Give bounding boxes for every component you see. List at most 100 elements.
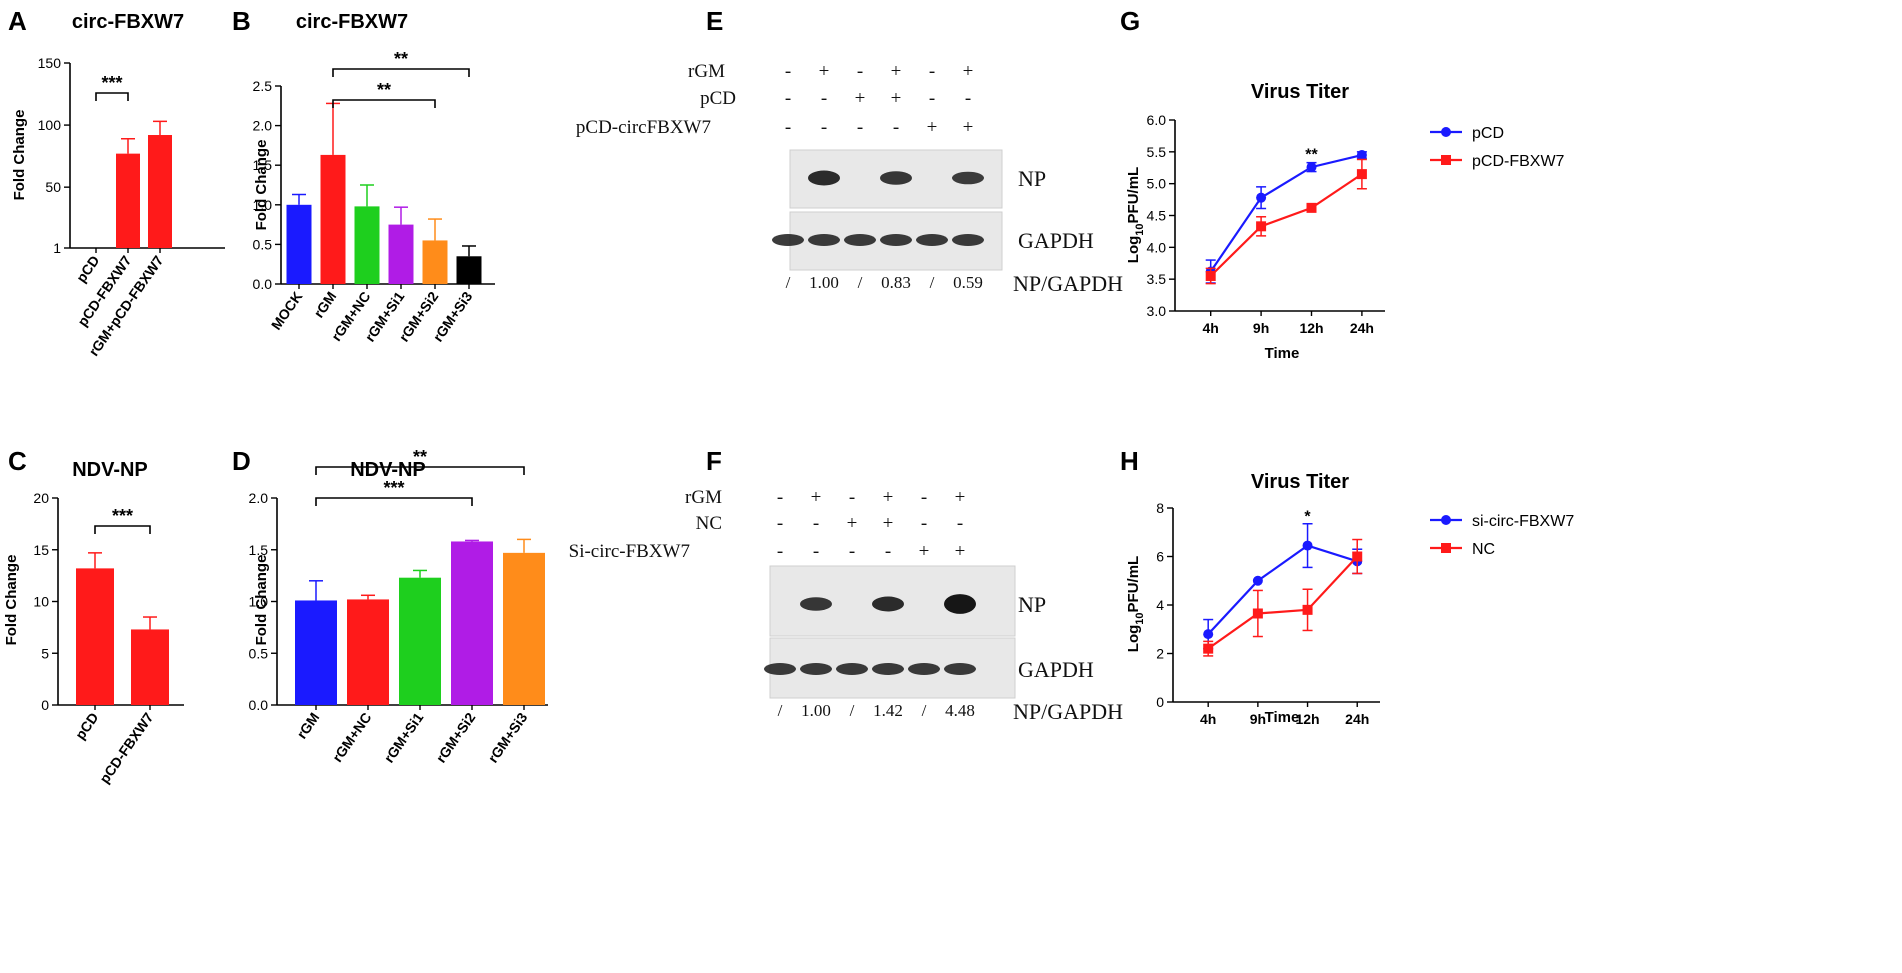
significance-mark: *** (112, 506, 133, 526)
y-tick-label: 0.0 (253, 276, 273, 292)
y-tick-label: 100 (38, 117, 62, 133)
y-axis-label: Fold Change (11, 110, 28, 201)
gapdh-band (800, 663, 832, 675)
data-point (1203, 643, 1214, 654)
panel-letter-b: B (232, 6, 251, 36)
np-gapdh-ratio: 0.83 (881, 273, 911, 292)
y-tick-label: 8 (1156, 500, 1164, 516)
blot-sign: - (885, 541, 891, 562)
bar-pcd-fbxw7 (131, 629, 169, 705)
x-axis-label: Time (1265, 345, 1300, 362)
legend-label: pCD-FBXW7 (1472, 153, 1565, 170)
y-tick-label: 4 (1156, 597, 1164, 613)
x-tick-label: rGM (310, 289, 339, 321)
blot-sign: + (955, 541, 966, 562)
bar-rgm-nc (354, 206, 380, 284)
gapdh-band (764, 663, 796, 675)
np-gapdh-ratio: 1.00 (801, 701, 831, 720)
gapdh-band (772, 234, 804, 246)
data-point (1256, 221, 1267, 232)
significance-bracket (332, 68, 470, 77)
panel-letter-g: G (1120, 6, 1140, 36)
legend-marker (1441, 127, 1451, 137)
blot-sign: + (891, 88, 902, 109)
legend-marker (1441, 515, 1451, 525)
y-tick-label: 1.0 (253, 197, 273, 213)
legend-marker (1441, 155, 1451, 165)
chart-title: circ-FBXW7 (296, 11, 408, 33)
panel-letter-d: D (232, 446, 251, 476)
gapdh-band (908, 663, 940, 675)
y-tick-label: 1 (53, 240, 61, 256)
bar-rgm (320, 154, 346, 284)
y-tick-label: 1.0 (249, 594, 269, 610)
bar-rgm-si2 (422, 240, 448, 284)
gapdh-band (844, 234, 876, 246)
significance-mark: * (1304, 508, 1311, 525)
significance-bracket (315, 466, 525, 475)
y-tick-label: 15 (33, 542, 49, 558)
data-point (1252, 608, 1263, 619)
panel-letter-a: A (8, 6, 27, 36)
gapdh-band-label: GAPDH (1018, 228, 1094, 253)
blot-sign: + (927, 117, 938, 138)
data-point (1306, 202, 1317, 213)
blot-sign: + (919, 541, 930, 562)
blot-sign: - (777, 513, 783, 534)
x-axis-label: Time (1265, 709, 1300, 726)
series-line-nc (1207, 555, 1359, 650)
gapdh-band (836, 663, 868, 675)
chart-title: circ-FBXW7 (72, 11, 184, 33)
blot-sign: + (847, 513, 858, 534)
y-tick-label: 20 (33, 490, 49, 506)
np-band (808, 170, 840, 186)
np-band-label: NP (1018, 166, 1046, 191)
data-point (1256, 192, 1267, 203)
panel-letter-h: H (1120, 446, 1139, 476)
blot-sign: - (777, 487, 783, 508)
blot-row-label: pCD-circFBXW7 (576, 117, 711, 138)
blot-sign: - (929, 88, 935, 109)
bar-rgm-si1 (388, 224, 414, 284)
blot-sign: - (849, 541, 855, 562)
significance-bracket (95, 92, 129, 101)
gapdh-band (944, 663, 976, 675)
chart-title: NDV-NP (350, 459, 426, 481)
y-tick-label: 5.0 (1147, 176, 1167, 192)
bar-pcd-fbxw7 (116, 153, 140, 248)
y-tick-label: 4.5 (1147, 208, 1167, 224)
significance-bracket (94, 525, 151, 534)
x-tick-label: rGM+Si2 (433, 709, 479, 765)
blot-sign: - (893, 117, 899, 138)
blot-sign: + (891, 61, 902, 82)
x-tick-label: 9h (1253, 320, 1269, 336)
legend-marker (1441, 543, 1451, 553)
blot-sign: - (777, 541, 783, 562)
gapdh-band-label: GAPDH (1018, 657, 1094, 682)
bar-pcd (76, 568, 114, 705)
gapdh-band (808, 234, 840, 246)
bar-rgm-si2 (451, 541, 493, 705)
y-tick-label: 0 (41, 697, 49, 713)
bar-rgm-pcd-fbxw7 (148, 135, 172, 248)
data-point (1252, 575, 1263, 586)
series-line-pcd-fbxw7 (1209, 173, 1363, 277)
significance-mark: ** (1305, 146, 1318, 163)
np-gapdh-ratio: / (922, 701, 927, 720)
np-gapdh-ratio: / (778, 701, 783, 720)
y-axis-label: Fold Change (3, 555, 20, 646)
bar-rgm-nc (347, 599, 389, 705)
y-tick-label: 0.0 (249, 697, 269, 713)
y-axis-label: Log10PFU/mL (1125, 167, 1146, 263)
np-gapdh-ratio: 1.42 (873, 701, 903, 720)
data-point (1203, 629, 1214, 640)
significance-bracket (315, 497, 473, 506)
blot-sign: + (883, 513, 894, 534)
blot-sign: - (785, 117, 791, 138)
panel-letter-e: E (706, 6, 723, 36)
np-band (952, 171, 984, 185)
ratio-label: NP/GAPDH (1013, 271, 1123, 296)
blot-sign: - (821, 117, 827, 138)
significance-mark: ** (413, 447, 427, 467)
